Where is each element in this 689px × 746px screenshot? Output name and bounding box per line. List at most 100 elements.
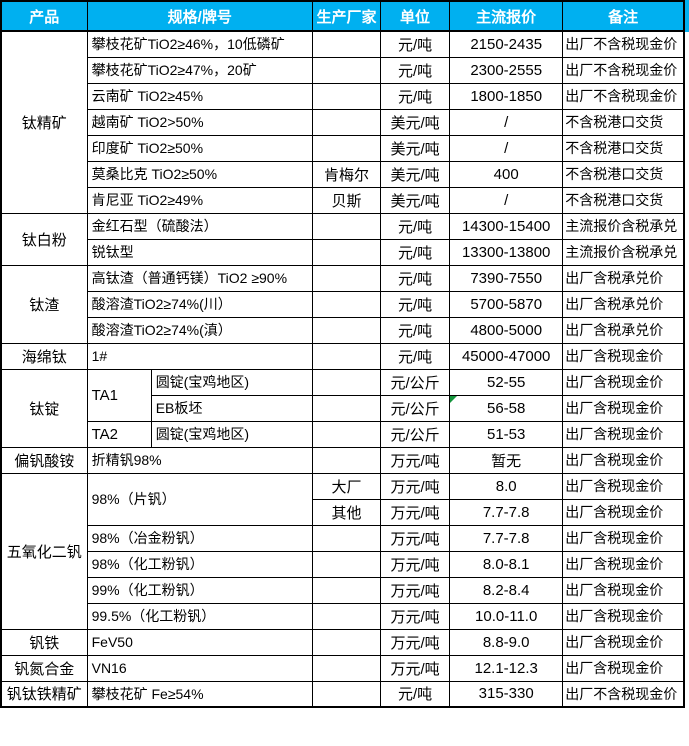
note-cell: 不含税港口交货 [562, 160, 685, 188]
column-header-unit: 单位 [380, 0, 451, 32]
table-row: 98%（冶金粉钒） 万元/吨 7.7-7.8 出厂含税现金价 [1, 524, 685, 552]
unit-cell: 万元/吨 [380, 576, 451, 604]
price-cell: 8.0 [449, 472, 564, 500]
note-cell: 出厂含税现金价 [562, 550, 685, 578]
maker-cell [311, 680, 382, 708]
price-cell: 7390-7550 [449, 264, 564, 292]
note-cell: 出厂不含税现金价 [562, 680, 685, 708]
header-row: 产品 规格/牌号 生产厂家 单位 主流报价 备注 [0, 0, 685, 32]
maker-cell [311, 290, 382, 318]
unit-cell: 元/吨 [380, 30, 451, 58]
price-cell: 45000-47000 [449, 342, 564, 370]
unit-cell: 万元/吨 [380, 602, 451, 630]
note-cell: 出厂含税现金价 [562, 394, 685, 422]
price-cell: 2150-2435 [449, 30, 564, 58]
price-cell: 315-330 [449, 680, 564, 708]
unit-cell: 元/吨 [380, 264, 451, 292]
unit-cell: 万元/吨 [380, 498, 451, 526]
spec-cell: 折精钒98% [86, 446, 313, 474]
price-cell: 7.7-7.8 [449, 524, 564, 552]
spec-cell: 98%（冶金粉钒） [86, 524, 313, 552]
column-header-note: 备注 [562, 0, 685, 32]
spec-cell: 99.5%（化工粉钒） [86, 602, 313, 630]
table-row: 钛精矿 攀枝花矿TiO2≥46%，10低磷矿 元/吨 2150-2435 出厂不… [0, 30, 685, 214]
table-row: 钛白粉 金红石型（硫酸法） 元/吨 14300-15400 主流报价含税承兑 [0, 212, 685, 266]
unit-cell: 美元/吨 [380, 160, 451, 188]
table-row: 海绵钛 1# 元/吨 45000-47000 出厂含税现金价 [0, 342, 685, 370]
price-cell: 56-58 [449, 394, 564, 422]
price-table: 产品 规格/牌号 生产厂家 单位 主流报价 备注 钛精矿 攀枝花矿TiO2≥46… [0, 0, 685, 708]
maker-cell [311, 602, 382, 630]
note-cell: 出厂含税承兑价 [562, 264, 685, 292]
spec-grade-cell: TA2 [86, 420, 152, 448]
price-cell: 1800-1850 [449, 82, 564, 110]
note-cell: 出厂含税现金价 [562, 446, 685, 474]
unit-cell: 万元/吨 [380, 524, 451, 552]
maker-cell [311, 524, 382, 552]
table-row: 酸溶渣TiO2≥74%(川） 元/吨 5700-5870 出厂含税承兑价 [1, 290, 685, 318]
price-cell: / [449, 186, 564, 214]
maker-cell [311, 134, 382, 162]
table-row: 攀枝花矿TiO2≥47%，20矿 元/吨 2300-2555 出厂不含税现金价 [1, 56, 685, 84]
spec-cell: 攀枝花矿TiO2≥46%，10低磷矿 [86, 30, 313, 58]
table-row: 肯尼亚 TiO2≥49% 贝斯 美元/吨 / 不含税港口交货 [1, 186, 685, 214]
product-cell: 钒钛铁精矿 [0, 680, 88, 708]
maker-cell [311, 654, 382, 682]
price-cell: 10.0-11.0 [449, 602, 564, 630]
table-row: 钒钛铁精矿 攀枝花矿 Fe≥54% 元/吨 315-330 出厂不含税现金价 [0, 680, 685, 708]
unit-cell: 元/吨 [380, 342, 451, 370]
table-row: 99%（化工粉钒） 万元/吨 8.2-8.4 出厂含税现金价 [1, 576, 685, 604]
note-cell: 出厂含税现金价 [562, 602, 685, 630]
spec-cell: 98%（化工粉钒） [86, 550, 313, 578]
note-cell: 出厂含税现金价 [562, 420, 685, 448]
note-cell: 出厂含税现金价 [562, 342, 685, 370]
unit-cell: 元/吨 [380, 680, 451, 708]
product-cell: 五氧化二钒 [0, 472, 88, 630]
note-cell: 不含税港口交货 [562, 108, 685, 136]
header-blue-sliver [685, 0, 689, 32]
table-row: 五氧化二钒 98%（片钒） 大厂 万元/吨 8.0 出厂含税现金价 [0, 472, 685, 630]
spec-cell: 锐钛型 [86, 238, 313, 266]
price-cell: 51-53 [449, 420, 564, 448]
table-row: 钛锭 TA1 圆锭(宝鸡地区) 元/公斤 52-55 出厂含税现金价 [0, 368, 685, 448]
unit-cell: 元/吨 [380, 82, 451, 110]
unit-cell: 元/吨 [380, 56, 451, 84]
product-cell: 钛白粉 [0, 212, 88, 266]
note-cell: 出厂含税现金价 [562, 498, 685, 526]
spec-cell: 印度矿 TiO2≥50% [86, 134, 313, 162]
maker-cell [311, 56, 382, 84]
note-cell: 出厂不含税现金价 [562, 56, 685, 84]
spec-cell: 酸溶渣TiO2≥74%(滇） [86, 316, 313, 344]
maker-cell: 贝斯 [311, 186, 382, 214]
spec-cell: 98%（片钒） [86, 472, 313, 526]
maker-cell [311, 316, 382, 344]
spec-cell: 肯尼亚 TiO2≥49% [86, 186, 313, 214]
note-cell: 出厂不含税现金价 [562, 82, 685, 110]
price-cell: 52-55 [449, 368, 564, 396]
unit-cell: 元/吨 [380, 290, 451, 318]
unit-cell: 元/吨 [380, 212, 451, 240]
maker-cell [311, 394, 382, 422]
price-cell: 2300-2555 [449, 56, 564, 84]
price-cell: 14300-15400 [449, 212, 564, 240]
unit-cell: 元/公斤 [380, 368, 451, 396]
note-cell: 出厂含税承兑价 [562, 316, 685, 344]
price-cell: / [449, 108, 564, 136]
unit-cell: 万元/吨 [380, 550, 451, 578]
price-text: 56-58 [487, 399, 526, 417]
table-row: 钒氮合金 VN16 万元/吨 12.1-12.3 出厂含税现金价 [0, 654, 685, 682]
spec-cell: 攀枝花矿TiO2≥47%，20矿 [86, 56, 313, 84]
column-header-product: 产品 [0, 0, 88, 32]
spec-cell: 99%（化工粉钒） [86, 576, 313, 604]
note-cell: 主流报价含税承兑 [562, 212, 685, 240]
note-cell: 出厂含税现金价 [562, 368, 685, 396]
table-row: 莫桑比克 TiO2≥50% 肯梅尔 美元/吨 400 不含税港口交货 [1, 160, 685, 188]
product-cell: 海绵钛 [0, 342, 88, 370]
table-row: 酸溶渣TiO2≥74%(滇） 元/吨 4800-5000 出厂含税承兑价 [1, 316, 685, 344]
unit-cell: 美元/吨 [380, 186, 451, 214]
spec-cell: 莫桑比克 TiO2≥50% [86, 160, 313, 188]
price-cell: 4800-5000 [449, 316, 564, 344]
spec-type-cell: EB板坯 [150, 394, 313, 422]
maker-cell [311, 628, 382, 656]
